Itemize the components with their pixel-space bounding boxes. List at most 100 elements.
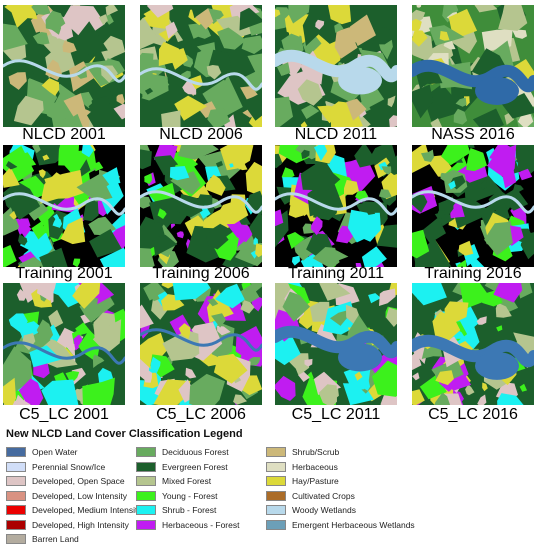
land-cover-patch <box>41 78 60 96</box>
land-cover-map <box>412 5 534 127</box>
map-panel-caption: NLCD 2011 <box>294 126 378 143</box>
land-cover-patch <box>239 7 262 31</box>
land-cover-patch <box>215 160 223 168</box>
land-cover-patch <box>38 169 46 179</box>
water-body <box>3 59 125 83</box>
map-panel <box>275 145 397 267</box>
legend-label: Barren Land <box>32 534 79 544</box>
land-cover-patch <box>412 389 425 405</box>
land-cover-patch <box>386 307 397 327</box>
legend-swatch <box>266 476 286 486</box>
land-cover-patch <box>476 316 487 325</box>
land-cover-patch <box>73 334 85 351</box>
land-cover-patch <box>140 332 167 369</box>
land-cover-patch <box>217 27 247 50</box>
land-cover-patch <box>42 154 50 161</box>
legend-swatch <box>136 519 156 530</box>
map-panel-caption: NLCD 2001 <box>22 126 106 143</box>
land-cover-patch <box>372 27 395 45</box>
water-body <box>275 325 397 359</box>
land-cover-patch <box>498 5 528 31</box>
land-cover-patch <box>72 258 81 267</box>
land-cover-patch <box>381 166 392 175</box>
land-cover-patch <box>282 291 310 322</box>
legend-swatch <box>6 461 26 472</box>
legend-label: Developed, High Intensity <box>32 519 129 530</box>
map-panel-caption: NLCD 2006 <box>159 126 243 143</box>
land-cover-patch <box>178 145 219 160</box>
legend-swatch <box>136 476 156 486</box>
legend-label: Open Water <box>32 447 78 457</box>
land-cover-patch <box>416 5 422 8</box>
land-cover-patch <box>421 149 434 162</box>
land-cover-patch <box>3 181 41 220</box>
land-cover-patch <box>241 94 262 121</box>
land-cover-patch <box>140 196 153 209</box>
land-cover-patch <box>287 232 305 249</box>
legend-label: Hay/Pasture <box>292 476 339 486</box>
land-cover-patch <box>449 203 465 219</box>
map-panel <box>412 145 534 267</box>
land-cover-patch <box>412 18 422 32</box>
land-cover-patch <box>472 108 504 127</box>
land-cover-patch <box>439 31 450 41</box>
land-cover-patch <box>346 98 367 121</box>
land-cover-patch <box>448 180 456 190</box>
land-cover-patch <box>8 72 27 90</box>
land-cover-patch <box>412 145 432 173</box>
land-cover-patch <box>233 394 247 405</box>
land-cover-patch <box>18 378 44 405</box>
land-cover-patch <box>245 190 262 217</box>
land-cover-patch <box>430 118 443 127</box>
land-cover-patch <box>220 145 254 171</box>
land-cover-patch <box>474 5 484 10</box>
land-cover-patch <box>140 93 143 99</box>
land-cover-patch <box>213 353 248 384</box>
land-cover-patch <box>75 322 92 336</box>
land-cover-patch <box>39 247 68 267</box>
land-cover-patch <box>526 145 534 151</box>
land-cover-patch <box>18 223 32 238</box>
land-cover-patch <box>487 145 517 181</box>
land-cover-patch <box>367 122 376 127</box>
legend-label: Mixed Forest <box>162 476 212 486</box>
land-cover-patch <box>497 393 524 405</box>
land-cover-map <box>140 283 262 405</box>
land-cover-patch <box>203 209 221 229</box>
land-cover-patch <box>354 371 363 381</box>
map-panel-caption: Training 2001 <box>15 265 113 282</box>
land-cover-patch <box>275 96 293 127</box>
land-cover-patch <box>45 10 66 31</box>
land-cover-patch <box>368 293 381 304</box>
land-cover-map <box>275 145 397 267</box>
land-cover-map <box>3 145 125 267</box>
land-cover-patch <box>240 300 255 314</box>
land-cover-patch <box>31 220 46 240</box>
land-cover-patch <box>99 247 125 267</box>
land-cover-patch <box>189 373 225 405</box>
land-cover-patch <box>314 145 328 161</box>
map-panel-caption: C5_LC 2006 <box>156 406 246 423</box>
land-cover-patch <box>89 229 123 258</box>
land-cover-patch <box>275 209 284 227</box>
water-body <box>3 192 125 216</box>
land-cover-patch <box>52 216 62 228</box>
land-cover-patch <box>361 246 387 267</box>
land-cover-patch <box>344 179 359 195</box>
land-cover-patch <box>519 383 527 392</box>
legend-swatch <box>136 461 156 472</box>
land-cover-patch <box>234 241 262 267</box>
water-body <box>140 328 262 352</box>
land-cover-patch <box>421 217 446 244</box>
land-cover-patch <box>3 166 20 188</box>
map-panel <box>275 283 397 405</box>
land-cover-patch <box>158 41 187 66</box>
legend-swatch <box>266 490 286 501</box>
map-panel-caption: NASS 2016 <box>431 126 515 143</box>
legend-label: Deciduous Forest <box>162 447 229 457</box>
map-panel-caption: C5_LC 2016 <box>428 406 518 423</box>
land-cover-patch <box>275 9 281 18</box>
map-panel <box>140 283 262 405</box>
legend-swatch <box>6 519 26 530</box>
land-cover-patch <box>466 148 487 172</box>
